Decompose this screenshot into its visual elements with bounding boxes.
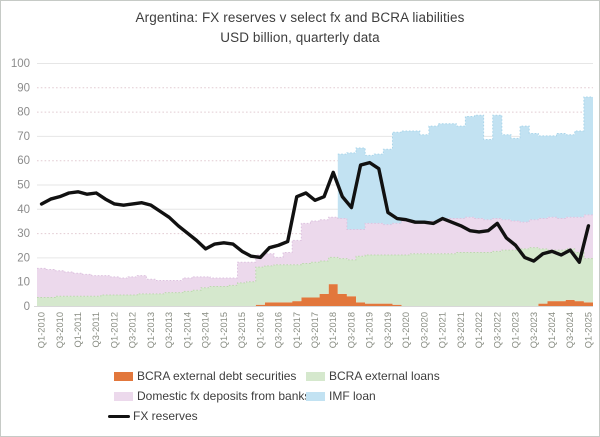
- pink-swatch-icon: [114, 391, 133, 401]
- legend-label: Domestic fx deposits from banks: [137, 389, 311, 403]
- svg-text:Q1-2017: Q1-2017: [292, 312, 302, 348]
- svg-text:Q1-2013: Q1-2013: [146, 312, 156, 348]
- svg-text:Q3-2013: Q3-2013: [164, 312, 174, 348]
- svg-text:90: 90: [17, 82, 30, 94]
- chart-title: Argentina: FX reserves v select fx and B…: [135, 10, 465, 25]
- svg-text:70: 70: [17, 131, 30, 143]
- svg-text:40: 40: [17, 204, 30, 216]
- svg-text:Q3-2019: Q3-2019: [383, 312, 393, 348]
- legend-label: BCRA external debt securities: [137, 369, 297, 383]
- chart-subtitle: USD billion, quarterly data: [220, 30, 380, 45]
- chart-legend: BCRA external debt securities BCRA exter…: [108, 366, 440, 426]
- svg-text:Q1-2021: Q1-2021: [438, 312, 448, 348]
- svg-text:Q1-2016: Q1-2016: [255, 312, 265, 348]
- svg-text:Q3-2022: Q3-2022: [492, 312, 502, 348]
- svg-text:Q3-2016: Q3-2016: [274, 312, 284, 348]
- blue-swatch-icon: [306, 391, 325, 401]
- svg-text:Q3-2020: Q3-2020: [419, 312, 429, 348]
- svg-text:Q1-2018: Q1-2018: [328, 312, 338, 348]
- svg-text:Q3-2011: Q3-2011: [91, 312, 101, 348]
- svg-text:50: 50: [17, 180, 30, 192]
- black-line-swatch-icon: [108, 414, 130, 418]
- svg-text:Q1-2011: Q1-2011: [73, 312, 83, 348]
- legend-row-3: FX reserves: [108, 406, 440, 426]
- svg-text:Q3-2018: Q3-2018: [347, 312, 357, 348]
- svg-text:20: 20: [17, 252, 30, 264]
- svg-text:30: 30: [17, 228, 30, 240]
- legend-row-2: Domestic fx deposits from banks IMF loan: [114, 386, 440, 406]
- legend-label: BCRA external loans: [329, 369, 440, 383]
- svg-text:Q1-2024: Q1-2024: [547, 312, 557, 348]
- svg-text:80: 80: [17, 107, 30, 119]
- svg-text:Q1-2020: Q1-2020: [401, 312, 411, 348]
- svg-text:Q1-2012: Q1-2012: [110, 312, 120, 348]
- legend-row-1: BCRA external debt securities BCRA exter…: [114, 366, 440, 386]
- legend-item-bcra-external-debt-securities: BCRA external debt securities: [114, 369, 306, 383]
- svg-text:Q1-2023: Q1-2023: [511, 312, 521, 348]
- legend-item-domestic-fx-deposits: Domestic fx deposits from banks: [114, 389, 310, 403]
- svg-text:10: 10: [17, 277, 30, 289]
- legend-item-imf-loan: IMF loan: [306, 389, 376, 403]
- svg-text:Q3-2012: Q3-2012: [128, 312, 138, 348]
- svg-text:Q3-2014: Q3-2014: [201, 312, 211, 348]
- green-swatch-icon: [306, 371, 325, 381]
- svg-text:Q3-2015: Q3-2015: [237, 312, 247, 348]
- svg-text:Q1-2014: Q1-2014: [182, 312, 192, 348]
- svg-text:Q3-2017: Q3-2017: [310, 312, 320, 348]
- svg-text:Q3-2023: Q3-2023: [529, 312, 539, 348]
- svg-text:Q1-2025: Q1-2025: [583, 312, 593, 348]
- legend-item-bcra-external-loans: BCRA external loans: [306, 369, 440, 383]
- svg-text:Q3-2024: Q3-2024: [565, 312, 575, 348]
- svg-text:0: 0: [24, 301, 30, 313]
- svg-text:100: 100: [11, 58, 30, 70]
- svg-text:Q3-2010: Q3-2010: [55, 312, 65, 348]
- svg-text:60: 60: [17, 155, 30, 167]
- svg-text:Q1-2019: Q1-2019: [365, 312, 375, 348]
- legend-item-fx-reserves: FX reserves: [108, 409, 306, 423]
- orange-swatch-icon: [114, 371, 133, 381]
- svg-text:Q3-2021: Q3-2021: [456, 312, 466, 348]
- legend-label: IMF loan: [329, 389, 376, 403]
- svg-text:Q1-2022: Q1-2022: [474, 312, 484, 348]
- legend-label: FX reserves: [133, 409, 198, 423]
- svg-text:Q1-2015: Q1-2015: [219, 312, 229, 348]
- svg-text:Q1-2010: Q1-2010: [37, 312, 47, 348]
